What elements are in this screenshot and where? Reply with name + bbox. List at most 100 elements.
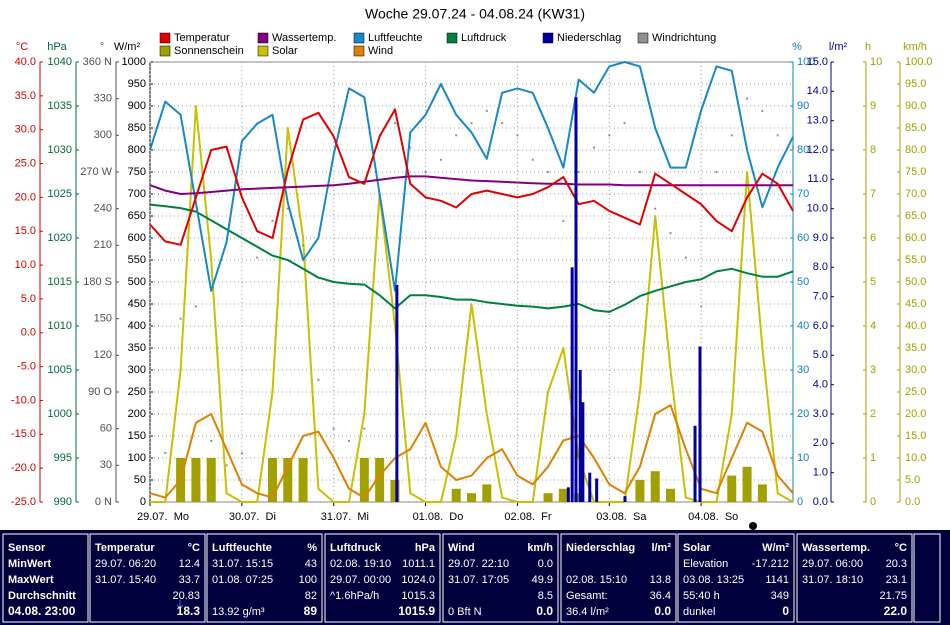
- table-cell-label: 01.08. 07:25: [212, 574, 273, 586]
- table-header: Sensor: [8, 542, 46, 554]
- legend-swatch: [353, 45, 365, 57]
- direction-dot: [792, 146, 794, 149]
- series-line: [149, 175, 793, 195]
- direction-dot: [348, 439, 351, 442]
- y-tick-label: 60: [797, 232, 809, 244]
- y-tick-label: 3.0: [813, 408, 828, 420]
- table-cell-value: 22.0: [884, 604, 908, 618]
- bar: [451, 488, 461, 502]
- direction-dot: [547, 171, 550, 173]
- direction-dot: [715, 171, 718, 173]
- axis-unit: °C: [16, 41, 28, 53]
- y-tick-label: 1035: [48, 100, 72, 112]
- axis-unit: km/h: [903, 41, 927, 53]
- y-tick-label: 11.0: [807, 173, 828, 185]
- bar: [206, 458, 216, 502]
- direction-dot: [577, 171, 580, 173]
- y-tick-label: -20.0: [11, 462, 36, 474]
- y-tick-label: 200: [128, 408, 146, 420]
- table-cell-label: Gesamt:: [566, 590, 608, 602]
- y-tick-label: 150: [94, 313, 112, 325]
- table-cell-label: dunkel: [683, 606, 715, 618]
- y-tick-label: 0: [140, 496, 146, 508]
- y-tick-label: 1000: [122, 56, 146, 68]
- direction-dot: [638, 171, 641, 173]
- direction-dot: [700, 305, 703, 308]
- y-tick-label: 20.0: [905, 408, 926, 420]
- y-tick-label: 8: [870, 144, 876, 156]
- y-tick-label: 550: [128, 254, 146, 266]
- y-tick-label: 9.0: [813, 232, 828, 244]
- y-tick-label: 360 N: [83, 56, 112, 68]
- table-cell-value: 0: [782, 604, 789, 618]
- direction-dot: [439, 158, 442, 161]
- y-tick-label: 45.0: [905, 298, 926, 310]
- y-tick-label: 10.0: [15, 259, 36, 271]
- direction-dot: [302, 244, 305, 247]
- table-cell-value: 1141: [765, 574, 789, 586]
- y-tick-label: 120: [94, 349, 112, 361]
- bar: [698, 346, 702, 502]
- direction-dot: [516, 134, 519, 137]
- series-line: [149, 404, 794, 499]
- table-column: [677, 533, 795, 623]
- direction-dot: [286, 207, 289, 210]
- y-tick-label: 10.0: [807, 203, 828, 215]
- bar: [543, 493, 553, 502]
- legend-label: Windrichtung: [652, 32, 716, 44]
- direction-dot: [210, 439, 213, 442]
- bar: [578, 370, 582, 502]
- table-header: Luftfeuchte: [212, 542, 272, 554]
- direction-dot: [531, 158, 534, 161]
- bar: [666, 488, 676, 502]
- x-tick-label: 31.07. Mi: [321, 511, 369, 523]
- table-column: [89, 533, 206, 623]
- table-header: Solar: [683, 542, 711, 554]
- y-tick-label: 90: [797, 100, 809, 112]
- direction-dot: [592, 146, 595, 149]
- y-tick-label: 0.0: [21, 327, 36, 339]
- y-tick-label: 90.0: [905, 100, 926, 112]
- y-tick-label: 850: [128, 122, 146, 134]
- bar: [574, 493, 584, 502]
- y-tick-label: 80: [797, 144, 809, 156]
- table-cell-label: 31.07. 18:10: [802, 574, 863, 586]
- table-cell-value: 349: [771, 590, 789, 602]
- y-tick-label: 400: [128, 320, 146, 332]
- y-tick-label: 40.0: [905, 320, 926, 332]
- y-tick-label: 1010: [48, 320, 72, 332]
- y-tick-label: 650: [128, 210, 146, 222]
- y-tick-label: 1005: [48, 364, 72, 376]
- y-tick-label: 60.0: [905, 232, 926, 244]
- direction-dot: [164, 452, 167, 455]
- direction-dot: [179, 317, 182, 320]
- y-tick-label: 70.0: [905, 188, 926, 200]
- bar: [558, 488, 568, 502]
- y-tick-label: 25.0: [905, 386, 926, 398]
- table-cell-value: 100: [299, 574, 317, 586]
- legend-label: Luftdruck: [461, 32, 507, 44]
- legend-label: Wind: [368, 45, 393, 57]
- y-tick-label: 1030: [48, 144, 72, 156]
- direction-dot: [470, 122, 473, 125]
- table-cell-label: 0 Bft N: [448, 606, 482, 618]
- y-tick-label: 8.0: [813, 261, 828, 273]
- bar: [623, 496, 627, 502]
- table-unit: °C: [895, 542, 907, 554]
- direction-dot: [363, 427, 366, 430]
- table-cell-label: ^1.6hPa/h: [330, 590, 379, 602]
- legend-label: Sonnenschein: [174, 45, 244, 57]
- table-cell-value: 20.3: [886, 558, 907, 570]
- y-tick-label: 35.0: [15, 90, 36, 102]
- table-column: [2, 533, 89, 623]
- y-tick-label: 10: [870, 56, 882, 68]
- y-tick-label: 150: [128, 430, 146, 442]
- table-header: Temperatur: [95, 542, 155, 554]
- y-tick-label: 100.0: [905, 56, 933, 68]
- legend-swatch: [637, 32, 649, 44]
- y-tick-label: 995: [54, 452, 72, 464]
- table-unit: hPa: [415, 542, 436, 554]
- table-cell-value: 43: [305, 558, 317, 570]
- y-tick-label: 40: [797, 320, 809, 332]
